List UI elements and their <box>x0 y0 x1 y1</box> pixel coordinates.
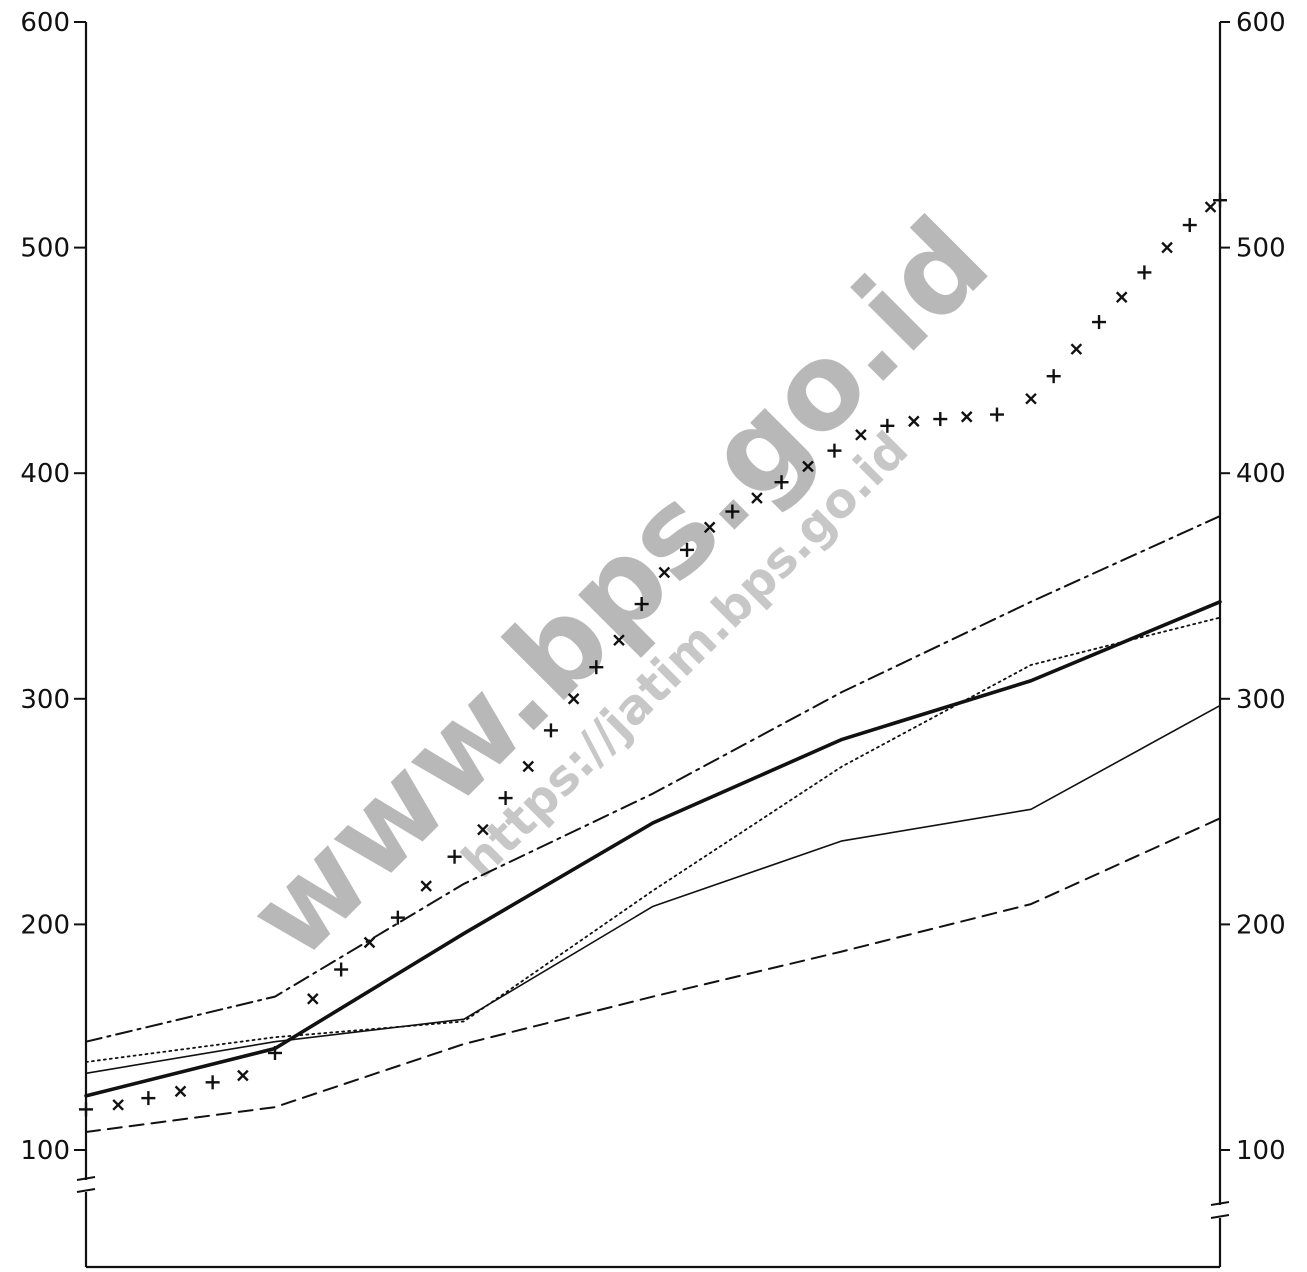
cross-marker <box>420 880 432 892</box>
cross-marker <box>205 1075 220 1090</box>
right-tick-label-500: 500 <box>1236 234 1286 264</box>
cross-marker <box>1213 193 1227 208</box>
cross-marker <box>908 415 920 428</box>
chart-axes <box>76 22 1230 1269</box>
cross-marker <box>680 542 695 557</box>
cross-marker-stroke <box>1161 241 1173 254</box>
cross-marker <box>634 597 649 612</box>
left-tick-label-500: 500 <box>20 234 70 264</box>
cross-marker <box>1092 315 1107 330</box>
left-tick-label-100: 100 <box>20 1136 70 1166</box>
cross-marker <box>1025 392 1037 405</box>
cross-marker-stroke <box>567 693 580 705</box>
right-tick-label-300: 300 <box>1236 685 1286 715</box>
y-axis-ticks: 100 100 200 200 300 300 400 400 500 500 600 600 <box>20 8 1285 1166</box>
cross-marker <box>567 693 580 705</box>
cross-marker <box>141 1091 156 1106</box>
cross-marker-stroke <box>237 1069 249 1082</box>
cross-marker <box>112 1099 124 1111</box>
cross-marker-stroke <box>477 823 489 836</box>
cross-marker <box>1046 369 1061 384</box>
axis-break-mark <box>1210 1214 1230 1219</box>
left-tick-label-200: 200 <box>20 910 70 940</box>
cross-marker <box>1115 291 1128 304</box>
right-tick-label-600: 600 <box>1236 8 1286 38</box>
cross-marker <box>613 634 625 646</box>
cross-marker-stroke <box>751 492 763 504</box>
cross-marker-stroke <box>174 1085 187 1098</box>
left-tick-label-400: 400 <box>20 459 70 489</box>
cross-marker <box>1182 218 1197 233</box>
cross-marker <box>334 962 349 977</box>
cross-marker <box>390 910 405 925</box>
cross-marker <box>589 660 604 675</box>
series-line-dashed <box>85 817 1221 1133</box>
watermark: www.bps.go.id https://jatim.bps.go.id <box>222 192 1015 985</box>
cross-marker-stroke <box>1070 343 1083 355</box>
cross-marker-series <box>79 193 1227 1117</box>
watermark-main: www.bps.go.id <box>222 192 1015 985</box>
left-tick-label-300: 300 <box>20 685 70 715</box>
cross-marker <box>725 504 740 519</box>
cross-marker <box>855 429 867 441</box>
cross-marker <box>751 492 763 504</box>
cross-marker <box>363 936 376 949</box>
right-tick-label-400: 400 <box>1236 459 1286 489</box>
cross-marker-stroke <box>1204 201 1217 213</box>
cross-marker <box>1070 343 1083 355</box>
axis-break-mark <box>76 1176 96 1181</box>
series-line-dash-dot <box>85 515 1221 1043</box>
cross-marker <box>989 407 1004 422</box>
axis-break-mark <box>1210 1201 1230 1206</box>
series-line-solid-thin <box>85 704 1221 1075</box>
series-line-dotted <box>85 616 1221 1063</box>
cross-marker-stroke <box>112 1099 124 1111</box>
cross-marker <box>307 993 319 1005</box>
cross-marker <box>522 760 535 773</box>
cross-marker <box>1161 241 1173 254</box>
cross-marker <box>880 418 895 433</box>
cross-marker <box>960 411 973 423</box>
cross-marker <box>237 1069 249 1082</box>
cross-marker-stroke <box>307 993 319 1005</box>
cross-marker-stroke <box>363 936 376 949</box>
cross-marker <box>268 1045 282 1060</box>
cross-marker <box>477 823 489 836</box>
right-tick-label-200: 200 <box>1236 910 1286 940</box>
cross-marker-stroke <box>420 880 432 892</box>
cross-marker-stroke <box>703 521 716 534</box>
cross-marker <box>79 1102 93 1117</box>
cross-marker-stroke <box>1115 291 1128 304</box>
cross-marker <box>774 475 789 490</box>
cross-marker <box>802 460 814 473</box>
cross-marker <box>1204 201 1217 213</box>
cross-marker-stroke <box>855 429 867 441</box>
cross-marker-stroke <box>658 566 671 579</box>
cross-marker <box>174 1085 187 1098</box>
cross-marker <box>543 723 558 738</box>
cross-marker-stroke <box>1025 392 1037 405</box>
cross-marker <box>498 791 513 806</box>
cross-marker <box>1137 265 1152 280</box>
cross-marker-stroke <box>522 760 535 773</box>
cross-marker-stroke <box>908 415 920 428</box>
axis-break-mark <box>76 1188 96 1193</box>
cross-marker-stroke <box>802 460 814 473</box>
cross-marker <box>447 849 462 864</box>
cross-marker-stroke <box>960 411 973 423</box>
cross-marker-stroke <box>613 634 625 646</box>
cross-marker <box>703 521 716 534</box>
cross-marker <box>933 412 948 427</box>
cross-marker <box>658 566 671 579</box>
cross-marker <box>827 443 842 458</box>
right-tick-label-100: 100 <box>1236 1136 1286 1166</box>
left-tick-label-600: 600 <box>20 8 70 38</box>
